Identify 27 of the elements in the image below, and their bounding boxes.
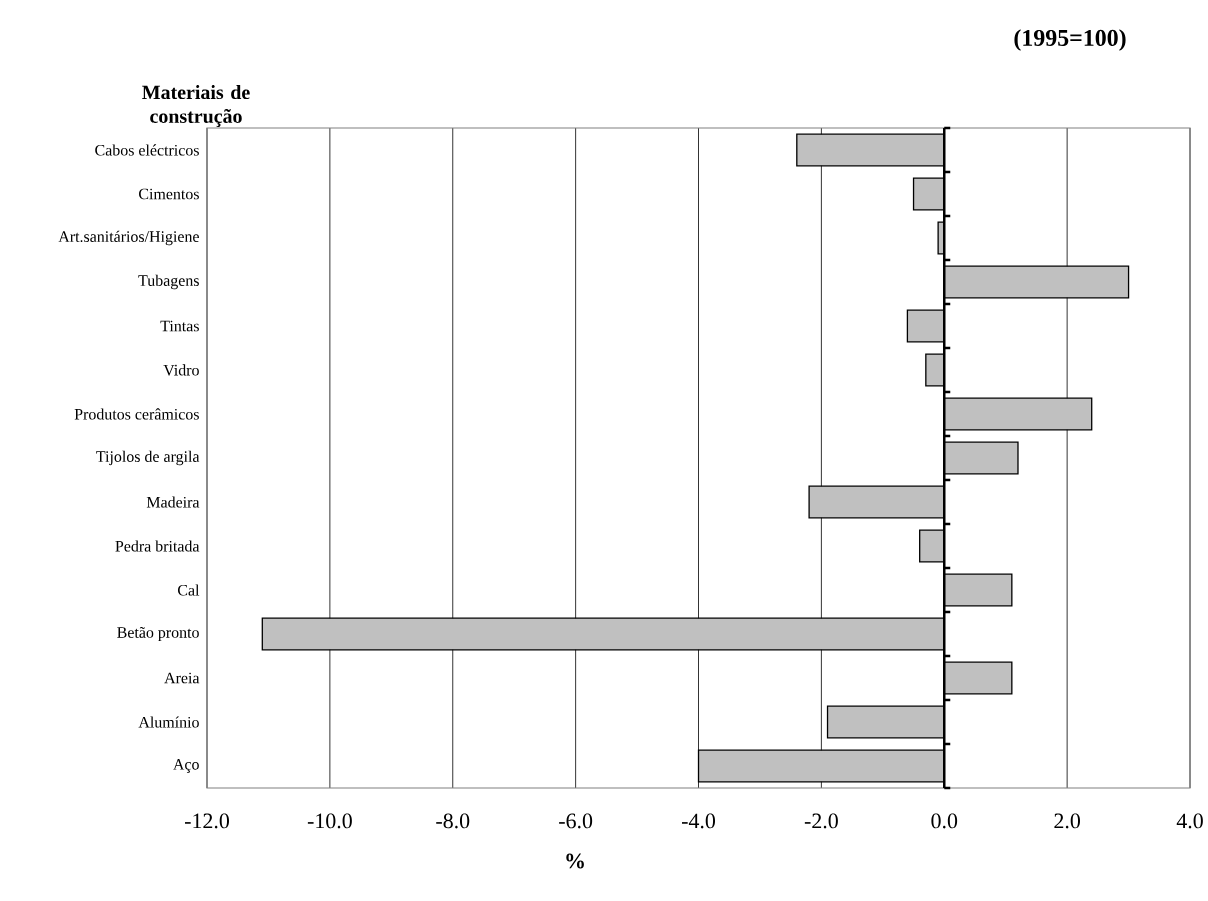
x-axis-title: % xyxy=(566,853,584,869)
y-tick-label: Aço xyxy=(173,759,199,773)
y-tick-label: Tubagens xyxy=(138,274,199,290)
y-tick-label: Areia xyxy=(164,672,200,684)
y-tick-label: Tijolos de argila xyxy=(96,450,200,466)
y-tick-label: Produtos cerâmicos xyxy=(74,408,199,420)
y-axis-title: Materiais de construção xyxy=(142,85,250,127)
y-tick-label: Pedra britada xyxy=(115,540,200,552)
x-tick-label: -8.0 xyxy=(436,813,470,829)
x-tick-label: -12.0 xyxy=(184,813,229,829)
chart-title: (1995=100) xyxy=(1014,29,1126,51)
x-tick-label: 2.0 xyxy=(1054,813,1080,829)
y-tick-label: Alumínio xyxy=(138,716,199,728)
y-tick-label: Art.sanitários/Higiene xyxy=(58,230,199,246)
x-tick-label: -4.0 xyxy=(681,813,716,829)
y-tick-label: Betão pronto xyxy=(117,626,199,642)
y-tick-label: Cabos eléctricos xyxy=(95,144,199,156)
y-tick-label: Cal xyxy=(178,584,200,596)
y-tick-label: Tintas xyxy=(160,320,199,332)
y-tick-label: Madeira xyxy=(146,496,200,508)
y-tick-label: Cimentos xyxy=(139,188,199,200)
x-tick-label: 4.0 xyxy=(1176,813,1203,829)
x-tick-label: 0.0 xyxy=(931,813,958,829)
y-tick-label: Vidro xyxy=(163,364,199,376)
x-tick-label: -10.0 xyxy=(307,813,352,829)
x-tick-label: -6.0 xyxy=(559,813,593,829)
x-tick-label: -2.0 xyxy=(804,813,838,829)
